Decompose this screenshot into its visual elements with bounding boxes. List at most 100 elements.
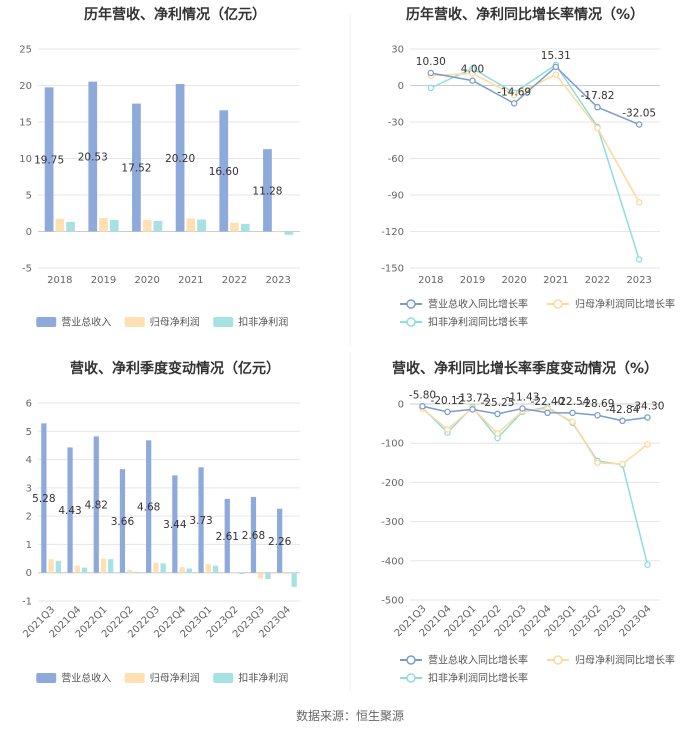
line-point	[594, 103, 601, 111]
data-label: 10.30	[416, 56, 446, 68]
y-tick-label: -500	[381, 596, 404, 607]
data-label: 4.00	[461, 64, 484, 76]
legend-label: 扣非净利润同比增长率	[428, 672, 528, 685]
y-tick-label: -30	[388, 118, 404, 129]
line-point	[552, 71, 560, 78]
data-label: -14.69	[497, 86, 531, 98]
x-tick-label: 2020	[501, 275, 526, 286]
bar	[48, 559, 54, 573]
legend-swatch	[124, 673, 145, 683]
bar	[186, 568, 192, 573]
series-line	[430, 65, 640, 126]
chart-title-quarterly-values: 营收、净利季度变动情况（亿元）	[70, 360, 280, 377]
x-tick-label: 2019	[91, 275, 116, 286]
data-label: -34.30	[631, 400, 665, 412]
bar	[99, 217, 108, 232]
line-point	[427, 69, 435, 77]
y-tick-label: -5	[22, 264, 32, 275]
y-tick-label: 30	[391, 45, 404, 56]
bar	[258, 572, 264, 579]
y-tick-label: 25	[19, 45, 32, 56]
legend-label: 扣非净利润	[238, 316, 288, 329]
bar	[284, 572, 290, 575]
bar	[119, 469, 126, 573]
bar	[250, 496, 257, 573]
line-point	[444, 426, 451, 433]
series-line	[421, 406, 649, 565]
y-tick-label: 2	[26, 512, 32, 523]
bar	[74, 565, 80, 573]
y-tick-label: 5	[26, 427, 32, 438]
data-label: 16.60	[209, 166, 239, 178]
data-label: 2.61	[216, 531, 239, 543]
y-tick-label: 0	[26, 227, 32, 238]
legend-marker	[553, 299, 563, 309]
bar	[93, 436, 99, 573]
line-point	[427, 84, 435, 92]
bar	[239, 572, 245, 575]
line-point	[494, 410, 501, 418]
bar	[41, 423, 47, 573]
bar	[212, 565, 219, 573]
legend-label: 扣非净利润	[238, 672, 288, 685]
bar	[179, 567, 185, 573]
y-tick-label: 20	[19, 81, 32, 92]
line-point	[644, 441, 651, 448]
x-tick-label: 2018	[47, 275, 72, 286]
legend-label: 营业总收入	[61, 672, 111, 685]
bar	[153, 220, 163, 232]
x-tick-label: 2022	[585, 275, 610, 286]
bar	[198, 467, 204, 573]
line-point	[469, 406, 476, 413]
y-tick-label: -400	[381, 556, 404, 567]
legend-swatch	[124, 317, 145, 327]
line-point	[469, 70, 476, 77]
data-label: 2.26	[268, 536, 292, 548]
line-point	[569, 409, 576, 417]
data-label: 20.20	[165, 153, 195, 165]
data-source-note: 数据来源：恒生聚源	[295, 709, 404, 723]
legend-marker	[406, 655, 416, 665]
x-tick-label: 2023	[265, 275, 290, 286]
y-tick-label: -100	[381, 439, 404, 450]
bar	[197, 219, 206, 232]
bar	[172, 475, 178, 573]
line-point	[635, 256, 643, 263]
line-point	[419, 403, 426, 410]
data-label: -17.82	[581, 90, 615, 102]
x-tick-label: 2019	[460, 275, 485, 286]
y-tick-label: -300	[381, 517, 404, 528]
y-tick-label: 10	[19, 154, 32, 165]
line-point	[510, 91, 518, 99]
legend-label: 归母净利润同比增长率	[575, 654, 675, 667]
data-label: -22.40	[531, 396, 565, 408]
bar	[175, 84, 185, 232]
bar	[55, 218, 65, 232]
legend-swatch	[213, 673, 234, 683]
bar	[224, 498, 230, 573]
line-point	[594, 459, 601, 467]
legend-label: 扣非净利润同比增长率	[428, 316, 528, 329]
bar	[240, 223, 250, 232]
line-point	[519, 405, 526, 412]
data-label: -20.12	[431, 395, 465, 407]
y-tick-label: -150	[381, 264, 404, 275]
legend-swatch	[36, 317, 57, 327]
line-point	[619, 460, 626, 468]
data-label: 11.28	[252, 185, 282, 197]
x-tick-label: 2023	[626, 275, 651, 286]
bar	[132, 103, 141, 232]
data-label: -22.54	[556, 396, 590, 408]
data-label: 17.52	[121, 163, 151, 175]
line-point	[544, 409, 551, 417]
bar	[230, 222, 239, 232]
line-point	[635, 121, 643, 128]
bar	[44, 87, 54, 232]
bar	[142, 219, 152, 232]
data-label: 3.44	[163, 519, 187, 531]
chart-title-annual-growth: 历年营收、净利同比增长率情况（%）	[406, 6, 644, 23]
line-point	[619, 417, 626, 425]
line-point	[569, 418, 576, 425]
legend-label: 营业总收入同比增长率	[428, 298, 528, 311]
